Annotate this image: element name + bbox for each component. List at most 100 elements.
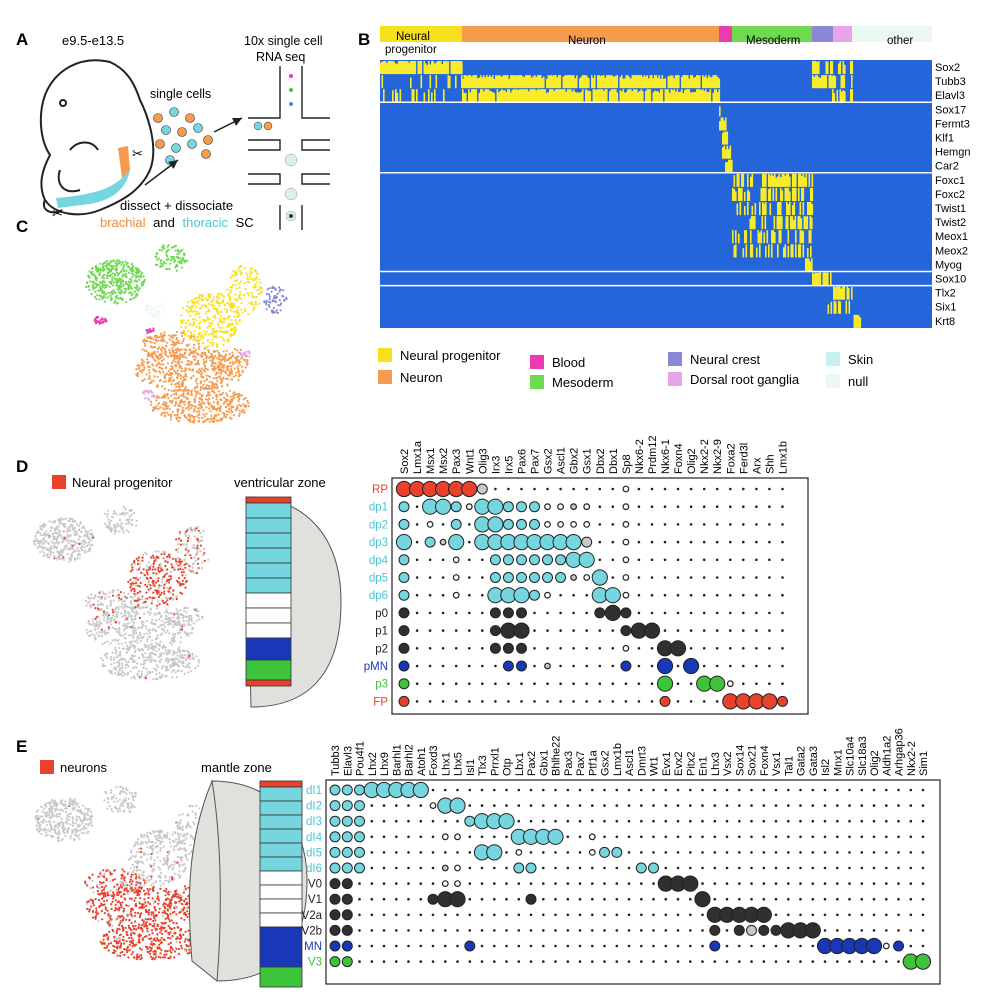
tsne-point [246,291,249,295]
tsne-point [243,411,246,414]
heatmap-cell [831,75,834,89]
tsne-point [115,296,118,300]
tsne-point [226,325,229,328]
expression-dot [572,593,575,597]
tsne-point [152,315,155,318]
tsne-point [123,595,126,598]
tsne-point [125,622,128,626]
tsne-point [161,581,164,584]
heatmap-cell [582,75,584,89]
tsne-point [158,314,161,317]
expression-dot [476,483,488,495]
heatmap-cell [517,89,520,103]
heatmap-cell [613,89,616,103]
heatmap-cell [525,89,527,103]
heatmap-cell [811,173,814,187]
tsne-point [245,361,248,364]
heatmap-cell [733,245,736,258]
expression-dot [507,700,510,703]
expression-dot [583,521,591,528]
tsne-point [230,301,233,304]
tsne-point [159,353,162,356]
tsne-point [185,363,188,366]
expression-dot [428,682,432,685]
heatmap-cell [449,76,451,89]
tsne-point [142,666,145,670]
tsne-point [223,360,226,363]
heatmap-cell [806,216,809,230]
heatmap-cell [496,89,499,103]
tsne-point [119,261,122,264]
tsne-point [120,289,123,292]
tsne-point [135,666,138,669]
heatmap-cell [649,89,652,103]
tsne-point [207,375,210,378]
bar-label-other: other [887,35,913,47]
tsne-point [198,327,201,330]
heatmap-cell [484,89,487,103]
tsne-point [128,515,131,518]
expression-dot [507,682,510,685]
tsne-point [170,415,173,419]
expression-dot [441,664,445,668]
tsne-point [41,547,45,550]
tsne-point [121,274,125,277]
heatmap-cell [748,191,751,201]
tsne-point [115,513,118,516]
tsne-point [179,567,182,571]
tsne-point [120,285,123,288]
tsne-point [220,326,223,329]
expression-dot [683,657,700,675]
heatmap-gene-labels: Sox2Tubb3Elavl3Sox17Fermt3Klf1HemgnCar2F… [935,62,970,328]
expression-dot [669,640,687,657]
tsne-point [132,632,135,635]
expression-dot [502,518,514,530]
heatmap-cell [819,78,822,89]
tsne-point [170,563,173,566]
tsne-point [94,595,97,598]
tsne-point [200,335,203,338]
tsne-point [143,349,146,352]
tsne-point [108,285,111,288]
tsne-point [273,295,276,298]
tsne-point [149,660,152,663]
tsne-point [212,356,215,360]
tsne-point [163,403,166,406]
tsne-point [185,543,188,546]
tsne-point [107,518,110,521]
tsne-point [195,391,198,394]
tsne-point [154,630,157,633]
heatmap-cell [848,300,851,314]
tsne-point [134,577,137,580]
expression-dot [715,576,719,579]
tsne-point [134,290,137,293]
tsne-point [164,350,167,353]
tsne-point [108,262,111,265]
tsne-point [223,303,226,307]
tsne-point [195,386,198,389]
tsne-point [236,311,239,314]
heatmap-cell [502,90,505,103]
tsne-point [172,651,175,654]
tsne-point [147,377,150,380]
expression-dot [598,664,602,668]
tsne-point [97,600,100,603]
tsne-point [172,593,175,596]
expression-dot [726,680,734,688]
gene-label: Shh [764,454,776,474]
heatmap-cell [778,230,781,244]
tsne-point [237,306,240,309]
heatmap-cell [835,301,837,314]
tsne-point [195,370,198,373]
domain-band [245,679,292,687]
heatmap-cell [661,89,664,103]
tsne-point [180,571,183,574]
tsne-point [99,590,102,593]
tsne-point [196,300,199,303]
tsne-point [164,405,167,408]
tsne-point [148,596,151,599]
heatmap-cell [537,89,539,103]
heatmap-cell [723,145,726,159]
tsne-point [126,518,129,521]
tsne-point [171,258,174,261]
